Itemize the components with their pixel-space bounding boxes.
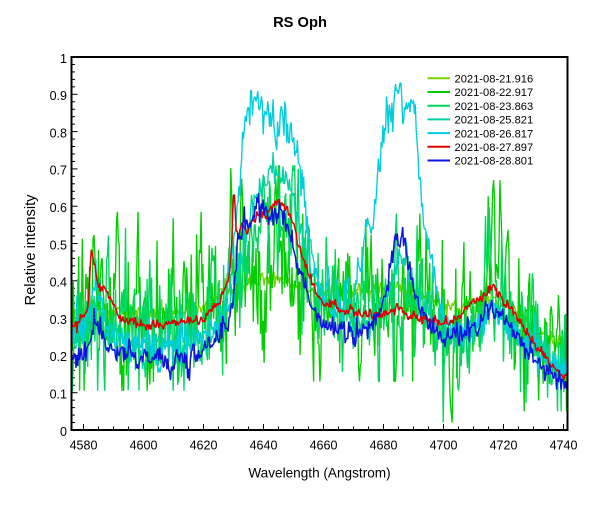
svg-text:0.4: 0.4 <box>50 276 67 290</box>
svg-text:4680: 4680 <box>370 439 398 453</box>
svg-text:2021-08-21.916: 2021-08-21.916 <box>455 74 534 86</box>
svg-text:2021-08-27.897: 2021-08-27.897 <box>455 142 534 154</box>
svg-text:0.6: 0.6 <box>50 201 67 215</box>
svg-text:0.9: 0.9 <box>50 89 67 103</box>
svg-text:Wavelength (Angstrom): Wavelength (Angstrom) <box>248 466 390 481</box>
svg-text:4600: 4600 <box>130 439 158 453</box>
svg-text:2021-08-22.917: 2021-08-22.917 <box>455 87 534 99</box>
svg-text:4720: 4720 <box>490 439 518 453</box>
svg-text:2021-08-26.817: 2021-08-26.817 <box>455 128 534 140</box>
svg-text:0.5: 0.5 <box>50 238 67 252</box>
svg-text:0.2: 0.2 <box>50 350 67 364</box>
svg-text:4660: 4660 <box>310 439 338 453</box>
svg-text:2021-08-28.801: 2021-08-28.801 <box>455 156 534 168</box>
svg-text:0: 0 <box>60 425 67 439</box>
svg-text:Relative intensity: Relative intensity <box>23 194 39 306</box>
svg-text:4740: 4740 <box>550 439 578 453</box>
svg-text:1: 1 <box>60 52 67 66</box>
svg-text:4700: 4700 <box>430 439 458 453</box>
svg-text:4620: 4620 <box>190 439 218 453</box>
svg-text:4580: 4580 <box>70 439 98 453</box>
svg-text:4640: 4640 <box>250 439 278 453</box>
svg-text:RS Oph: RS Oph <box>273 15 327 31</box>
svg-text:0.1: 0.1 <box>50 388 67 402</box>
svg-text:0.8: 0.8 <box>50 126 67 140</box>
svg-text:2021-08-25.821: 2021-08-25.821 <box>455 115 534 127</box>
svg-text:0.3: 0.3 <box>50 313 67 327</box>
svg-text:2021-08-23.863: 2021-08-23.863 <box>455 101 534 113</box>
svg-text:0.7: 0.7 <box>50 164 67 178</box>
